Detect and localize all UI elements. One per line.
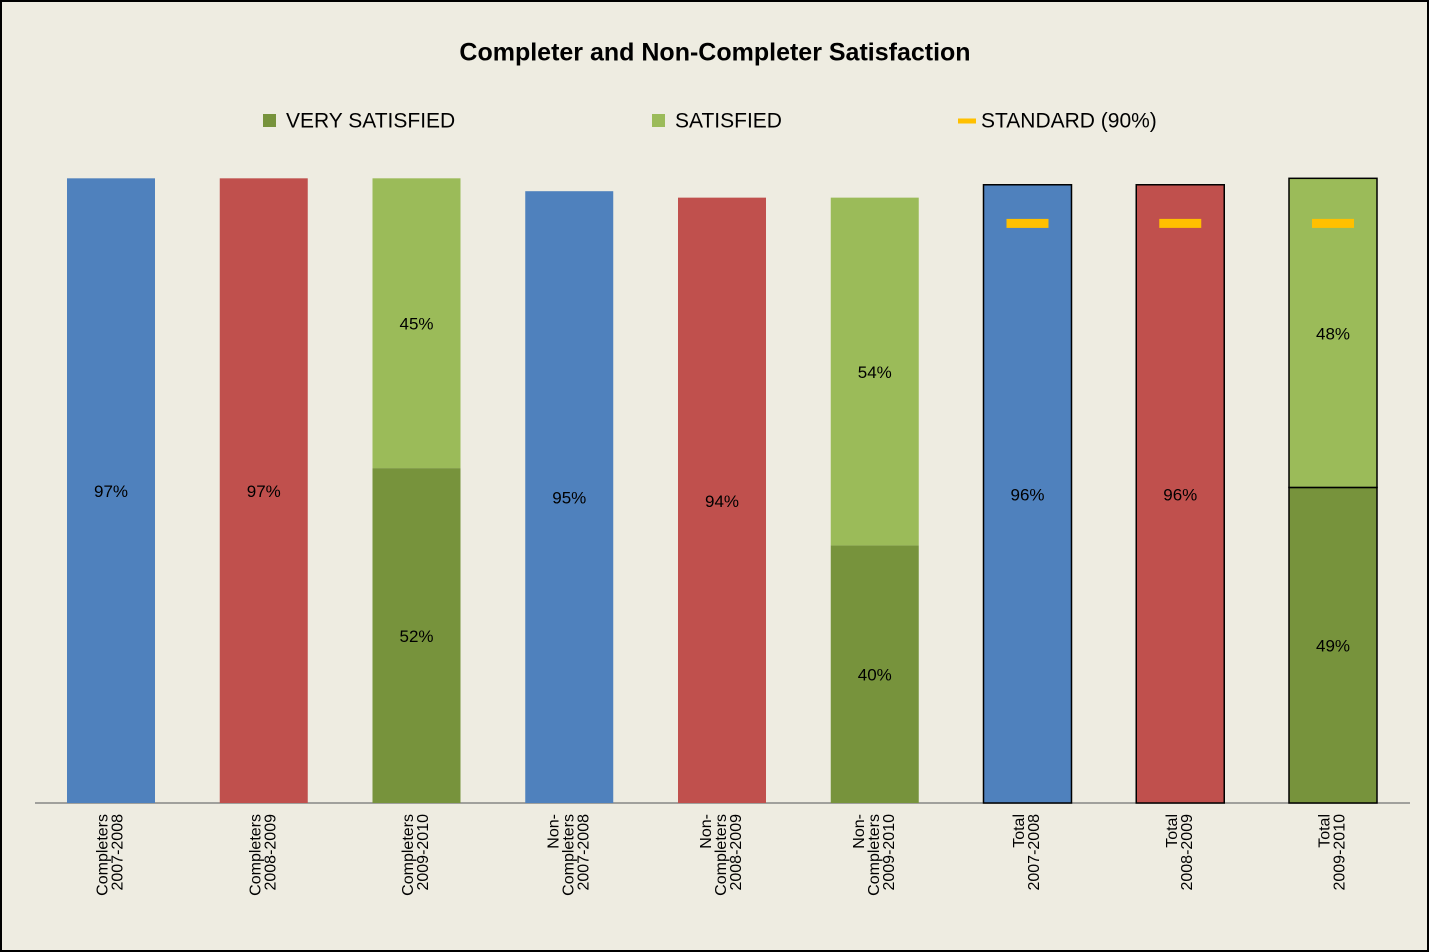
x-tick-label-line: Completers (247, 814, 264, 896)
bar-segment (830, 545, 919, 803)
bar-segment (982, 184, 1073, 804)
data-label: 96% (1010, 485, 1044, 504)
data-label: 45% (399, 315, 433, 334)
legend-swatch (263, 114, 276, 127)
x-tick-label-line: 2007-2008 (1026, 814, 1043, 891)
bar-segment (1288, 486, 1378, 804)
x-tick-label-line: Non- (545, 814, 562, 849)
standard-marker (1006, 218, 1049, 228)
data-label: 54% (858, 363, 892, 382)
bar-segment (372, 178, 461, 469)
x-tick-label-line: Completers (400, 814, 417, 896)
legend-swatch (958, 118, 976, 124)
bar-segment (372, 468, 461, 803)
legend-label: VERY SATISFIED (286, 110, 455, 133)
chart-title: Completer and Non-Completer Satisfaction (459, 39, 970, 67)
bar-segment (830, 197, 919, 546)
x-tick-label-line: Non- (851, 814, 868, 849)
standard-marker (1159, 218, 1202, 228)
legend-label: SATISFIED (675, 110, 782, 133)
x-tick-label-line: Completers (866, 814, 883, 896)
bar-segment (1288, 177, 1378, 489)
data-label: 97% (94, 482, 128, 501)
bar-segment (1135, 184, 1225, 804)
data-label: 49% (1316, 637, 1350, 656)
legend-label: STANDARD (90%) (981, 110, 1157, 133)
x-tick-label-line: Completers (95, 814, 112, 896)
data-label: 52% (399, 627, 433, 646)
data-label: 97% (247, 482, 281, 501)
bar-segment (219, 178, 308, 803)
data-label: 95% (552, 489, 586, 508)
bar-segment (525, 191, 614, 803)
x-tick-label-line: 2009-2010 (1332, 814, 1349, 891)
x-tick-label-line: 2009-2010 (415, 814, 432, 891)
data-label: 48% (1316, 324, 1350, 343)
data-label: 94% (705, 492, 739, 511)
x-tick-label-line: Total (1164, 814, 1181, 848)
x-tick-label-line: Completers (713, 814, 730, 896)
x-tick-label-line: 2007-2008 (575, 814, 592, 891)
data-label: 96% (1163, 485, 1197, 504)
x-tick-label-line: 2008-2009 (728, 814, 745, 891)
bar-segment (67, 178, 155, 803)
x-tick-label-line: Completers (560, 814, 577, 896)
x-tick-label-line: Total (1011, 814, 1028, 848)
data-label: 40% (858, 666, 892, 685)
x-tick-label-line: 2009-2010 (881, 814, 898, 891)
bar-segment (678, 197, 766, 803)
legend-swatch (652, 114, 665, 127)
standard-marker (1312, 218, 1354, 228)
x-tick-label-line: Non- (698, 814, 715, 849)
x-tick-label-line: Total (1317, 814, 1334, 848)
x-tick-label-line: 2007-2008 (110, 814, 127, 891)
x-tick-label-line: 2008-2009 (262, 814, 279, 891)
x-tick-label-line: 2008-2009 (1179, 814, 1196, 891)
